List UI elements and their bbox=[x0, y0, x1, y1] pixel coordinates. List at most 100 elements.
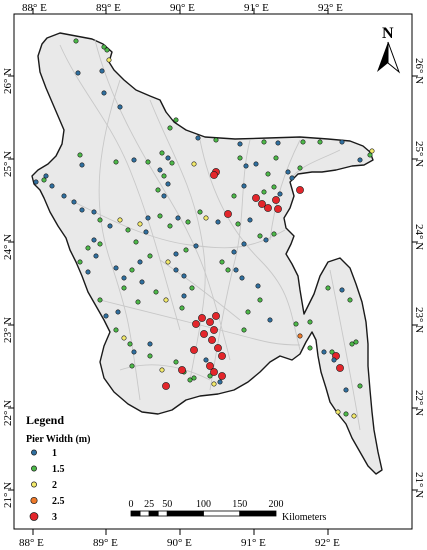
pier-point bbox=[41, 177, 47, 183]
pier-point bbox=[263, 237, 269, 243]
river-line bbox=[59, 44, 181, 331]
river-line bbox=[209, 139, 251, 391]
pier-point bbox=[212, 312, 220, 320]
pier-point bbox=[43, 173, 49, 179]
pier-point bbox=[261, 189, 267, 195]
pier-point bbox=[159, 150, 165, 156]
river-line bbox=[94, 39, 231, 361]
pier-point bbox=[129, 363, 135, 369]
pier-point bbox=[167, 223, 173, 229]
pier-point bbox=[321, 349, 327, 355]
pier-point bbox=[335, 409, 341, 415]
pier-point bbox=[101, 90, 107, 96]
lon-label: 92° E bbox=[318, 2, 343, 14]
pier-point bbox=[214, 344, 222, 352]
legend-symbol bbox=[31, 449, 37, 456]
pier-point bbox=[208, 336, 216, 344]
pier-point bbox=[71, 199, 77, 205]
pier-point bbox=[239, 275, 245, 281]
pier-point bbox=[210, 326, 218, 334]
pier-point bbox=[163, 297, 169, 303]
river-line bbox=[149, 99, 206, 381]
pier-point bbox=[91, 209, 97, 215]
pier-point bbox=[257, 233, 263, 239]
legend-symbol bbox=[29, 512, 39, 521]
pier-point bbox=[203, 215, 209, 221]
pier-point bbox=[91, 237, 97, 243]
pier-point bbox=[165, 155, 171, 161]
pier-point bbox=[243, 163, 249, 169]
pier-point bbox=[347, 297, 353, 303]
pier-point bbox=[85, 269, 91, 275]
longitude-labels-bottom: 88° E 89° E 90° E 91° E 92° E bbox=[19, 537, 340, 549]
pier-point bbox=[247, 217, 253, 223]
pier-point bbox=[97, 217, 103, 223]
scale-segment bbox=[148, 510, 159, 517]
pier-point bbox=[169, 160, 175, 166]
pier-point bbox=[93, 253, 99, 259]
pier-point bbox=[224, 210, 232, 218]
scale-segment bbox=[203, 510, 241, 517]
pier-point bbox=[175, 215, 181, 221]
pier-point bbox=[255, 283, 261, 289]
pier-point bbox=[218, 352, 226, 360]
pier-point bbox=[206, 362, 214, 370]
pier-point bbox=[369, 148, 375, 154]
pier-point bbox=[173, 267, 179, 273]
scale-tick-label: 0 bbox=[129, 499, 134, 510]
pier-point bbox=[33, 179, 39, 185]
pier-point bbox=[331, 357, 337, 363]
scale-segment bbox=[166, 510, 204, 517]
pier-point bbox=[274, 205, 282, 213]
legend-label: 1.5 bbox=[52, 464, 65, 475]
lat-label: 22° N bbox=[413, 390, 425, 416]
pier-point bbox=[183, 247, 189, 253]
pier-point bbox=[189, 285, 195, 291]
pier-point bbox=[99, 68, 105, 74]
pier-point bbox=[225, 267, 231, 273]
pier-point bbox=[203, 357, 209, 363]
pier-point bbox=[210, 368, 218, 376]
latitude-labels-right: 26° N 25° N 24° N 23° N 22° N 21° N bbox=[413, 58, 425, 498]
pier-point bbox=[235, 221, 241, 227]
pier-point bbox=[161, 173, 167, 179]
pier-point bbox=[258, 200, 266, 208]
pier-point bbox=[272, 196, 280, 204]
pier-point bbox=[125, 227, 131, 233]
legend-title: Legend bbox=[26, 413, 64, 427]
pier-point bbox=[127, 341, 133, 347]
pier-point bbox=[153, 289, 159, 295]
pier-point bbox=[237, 141, 243, 147]
pier-point bbox=[257, 297, 263, 303]
latitude-ticks bbox=[8, 75, 418, 491]
pier-point bbox=[181, 293, 187, 299]
pier-point bbox=[173, 359, 179, 365]
pier-point bbox=[162, 382, 170, 390]
pier-point bbox=[357, 157, 363, 163]
pier-point bbox=[137, 259, 143, 265]
pier-point bbox=[157, 213, 163, 219]
pier-point bbox=[137, 221, 143, 227]
pier-point bbox=[285, 169, 291, 175]
map-border bbox=[13, 13, 413, 530]
pier-point bbox=[75, 70, 81, 76]
pier-point bbox=[157, 167, 163, 173]
pier-point bbox=[113, 265, 119, 271]
lat-label: 22° N bbox=[2, 400, 14, 426]
lat-label: 26° N bbox=[413, 58, 425, 84]
pier-point bbox=[191, 161, 197, 167]
pier-point bbox=[237, 155, 243, 161]
pier-point bbox=[219, 259, 225, 265]
lon-label: 91° E bbox=[244, 2, 269, 14]
pier-point bbox=[77, 152, 83, 158]
pier-point bbox=[73, 38, 79, 44]
pier-point bbox=[97, 297, 103, 303]
pier-point bbox=[296, 186, 304, 194]
pier-point bbox=[181, 273, 187, 279]
pier-point bbox=[336, 364, 344, 372]
pier-point bbox=[213, 137, 219, 143]
pier-point bbox=[317, 139, 323, 145]
pier-point bbox=[117, 217, 123, 223]
lat-label: 21° N bbox=[413, 472, 425, 498]
lat-label: 25° N bbox=[2, 151, 14, 177]
